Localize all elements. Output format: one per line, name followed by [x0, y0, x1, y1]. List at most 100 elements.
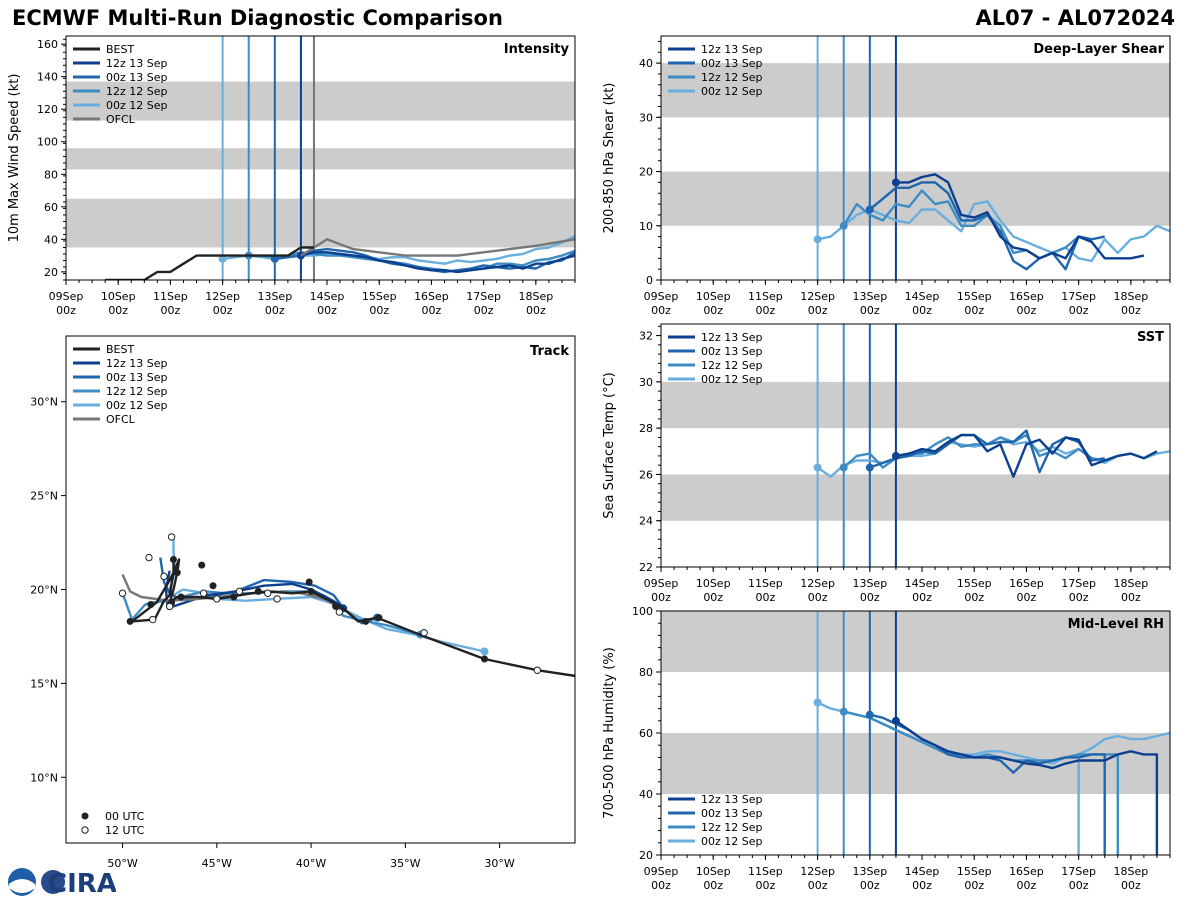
legend-label-ofcl: OFCL	[106, 413, 136, 426]
y-tick-label: 80	[639, 666, 653, 679]
shade-band-0	[661, 474, 1170, 521]
track-marker-00utc	[375, 614, 383, 622]
x-tick-label-hour: 00z	[1121, 591, 1141, 604]
shade-band-1	[661, 611, 1170, 672]
x-tick-label-hour: 00z	[317, 304, 337, 317]
x-tick-label-date: 09Sep	[49, 290, 84, 303]
y-tick-label: 140	[37, 71, 58, 84]
series-line-12z-13-sep	[895, 173, 1145, 260]
y-tick-label: 26	[639, 468, 653, 481]
panel-title: Mid-Level RH	[1068, 617, 1164, 632]
x-tick-label-date: 16Sep	[1009, 865, 1044, 878]
series-line-12z-12-sep	[843, 710, 1120, 855]
x-tick-label-hour: 00z	[161, 304, 181, 317]
x-tick-label-hour: 00z	[526, 304, 546, 317]
x-tick-label-hour: 00z	[1121, 879, 1141, 892]
x-tick-label-hour: 00z	[756, 304, 776, 317]
x-tick-label: 45°W	[202, 857, 232, 870]
x-tick-label-date: 14Sep	[905, 577, 940, 590]
x-tick-label-date: 11Sep	[748, 577, 783, 590]
y-tick-label: 15°N	[30, 677, 58, 690]
marker-legend-00utc-label: 00 UTC	[105, 810, 145, 823]
legend-label-12z-12-sep: 12z 12 Sep	[701, 71, 763, 84]
series-start-point-12z-12-sep	[839, 463, 848, 472]
track-marker-00utc	[481, 655, 489, 663]
x-tick-label-date: 09Sep	[644, 290, 679, 303]
x-tick-label-date: 18Sep	[1113, 290, 1148, 303]
y-axis-label: 200-850 hPa Shear (kt)	[602, 83, 617, 234]
x-tick-label-hour: 00z	[213, 304, 233, 317]
track-marker-00utc	[307, 587, 315, 595]
track-marker-00utc	[362, 617, 370, 625]
x-tick-label: 35°W	[390, 857, 420, 870]
x-tick-label-date: 13Sep	[852, 290, 887, 303]
legend-label-12z-13-sep: 12z 13 Sep	[701, 331, 763, 344]
track-marker-12utc	[160, 572, 168, 581]
series-start-point-12z-12-sep	[839, 707, 848, 716]
series-group	[813, 429, 1170, 478]
x-tick-label-date: 14Sep	[310, 290, 345, 303]
x-tick-label-hour: 00z	[964, 591, 984, 604]
x-tick-label-hour: 00z	[1017, 304, 1037, 317]
x-tick-label-hour: 00z	[964, 304, 984, 317]
x-tick-label-hour: 00z	[1069, 591, 1089, 604]
x-tick-label-hour: 00z	[474, 304, 494, 317]
x-tick-label-date: 14Sep	[905, 865, 940, 878]
marker-legend-00utc-symbol	[81, 812, 89, 820]
legend-label-00z-12-sep: 00z 12 Sep	[106, 99, 168, 112]
series-start-point-12z-12-sep	[839, 221, 848, 230]
series-start-point-00z-12-sep	[218, 254, 227, 263]
legend-label-00z-12-sep: 00z 12 Sep	[106, 399, 168, 412]
cira-logo: CIRA	[8, 868, 116, 898]
legend-label-12z-12-sep: 12z 12 Sep	[701, 359, 763, 372]
series-start-point-00z-12-sep	[813, 463, 822, 472]
y-tick-label: 22	[639, 561, 653, 574]
x-tick-label-date: 17Sep	[1061, 865, 1096, 878]
x-tick-label-hour: 00z	[265, 304, 285, 317]
y-tick-label: 0	[646, 274, 653, 287]
track-marker-12utc	[213, 595, 221, 603]
x-tick-label-date: 18Sep	[1113, 865, 1148, 878]
x-tick-label-hour: 00z	[964, 879, 984, 892]
series-group	[813, 173, 1170, 271]
y-tick-label: 20	[44, 266, 58, 279]
x-tick-label-date: 16Sep	[1009, 290, 1044, 303]
x-tick-label-hour: 00z	[1017, 879, 1037, 892]
x-tick-label-date: 11Sep	[153, 290, 188, 303]
track-marker-00utc	[147, 601, 155, 609]
legend-label-12z-13-sep: 12z 13 Sep	[701, 43, 763, 56]
y-tick-label: 10°N	[30, 771, 58, 784]
panel-title: Track	[530, 344, 569, 359]
x-tick-label-hour: 00z	[756, 591, 776, 604]
legend-label-00z-13-sep: 00z 13 Sep	[106, 371, 168, 384]
track-marker-00utc	[177, 593, 185, 601]
series-line-ofcl	[300, 238, 575, 257]
legend-label-12z-13-sep: 12z 13 Sep	[106, 57, 168, 70]
y-tick-label: 40	[44, 233, 58, 246]
x-tick-label-hour: 00z	[651, 591, 671, 604]
x-tick-label-date: 10Sep	[696, 577, 731, 590]
track-line-best	[130, 558, 575, 678]
series-line-12z-12-sep	[842, 433, 1105, 469]
series-start-point-00z-13-sep	[865, 710, 874, 719]
legend-label-best: BEST	[106, 43, 134, 56]
y-tick-label: 120	[37, 103, 58, 116]
y-tick-label: 20°N	[30, 584, 58, 597]
series-line-12z-13-sep	[895, 719, 1159, 855]
x-tick-label-date: 10Sep	[101, 290, 136, 303]
legend-label-12z-12-sep: 12z 12 Sep	[106, 385, 168, 398]
legend-label-00z-13-sep: 00z 13 Sep	[701, 57, 763, 70]
x-tick-label-date: 11Sep	[748, 290, 783, 303]
x-tick-label-date: 10Sep	[696, 865, 731, 878]
legend-label-00z-13-sep: 00z 13 Sep	[106, 71, 168, 84]
series-start-point-00z-13-sep	[865, 463, 874, 472]
series-start-point-00z-13-sep	[865, 205, 874, 214]
track-marker-12utc	[118, 589, 127, 597]
track-marker-00utc	[126, 617, 134, 625]
legend-label-00z-13-sep: 00z 13 Sep	[701, 807, 763, 820]
x-tick-label-hour: 00z	[1069, 304, 1089, 317]
x-tick-label-hour: 00z	[108, 304, 128, 317]
